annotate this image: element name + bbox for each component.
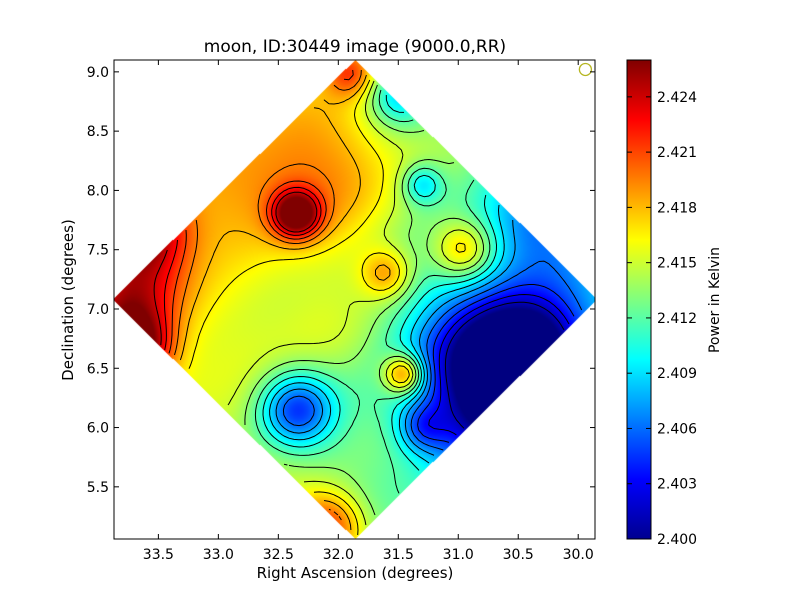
contour-line	[444, 301, 565, 429]
colorbar-label: Power in Kelvin	[707, 247, 723, 353]
contour-line	[163, 186, 322, 351]
colorbar-tick-label: 2.415	[657, 256, 697, 272]
x-axis: 33.5 33.0 32.5 32.0 31.5 31.0 30.5 30.0	[143, 60, 594, 563]
contour-line	[227, 80, 477, 526]
contour-line	[282, 260, 583, 451]
beam-marker-circle	[578, 62, 593, 77]
colorbar-tick-label: 2.409	[657, 366, 697, 382]
y-tick-label: 8.0	[87, 183, 109, 199]
colorbar-tick-label: 2.403	[657, 477, 697, 493]
colorbar-gradient	[627, 60, 651, 539]
contour-line	[428, 294, 570, 436]
contour-line	[174, 69, 362, 521]
colorbar-frame	[626, 59, 652, 540]
contour-lines	[153, 69, 583, 536]
heatmap-image	[114, 60, 595, 539]
contour-line	[179, 74, 391, 531]
colorbar-tick-label: 2.424	[657, 90, 697, 106]
contour-line	[262, 94, 497, 471]
y-tick-label: 7.5	[87, 243, 109, 259]
colorbar-tick-label: 2.418	[657, 200, 697, 216]
contour-line	[188, 79, 466, 536]
colorbar-tick-label: 2.412	[657, 311, 697, 327]
y-tick-label: 7.0	[87, 302, 109, 318]
contour-line	[417, 284, 575, 443]
y-tick-label: 6.5	[87, 361, 109, 377]
x-axis-label: Right Ascension (degrees)	[257, 564, 454, 582]
contour-line	[153, 191, 318, 346]
x-tick-label: 30.0	[563, 547, 594, 563]
contour-line	[244, 84, 484, 516]
contour-line	[168, 69, 354, 354]
plot-area	[113, 59, 596, 540]
colorbar-tick-label: 2.421	[657, 145, 697, 161]
plot-frame	[113, 59, 596, 540]
x-tick-label: 32.0	[323, 547, 354, 563]
colorbar-tick-label: 2.406	[657, 421, 697, 437]
y-axis: 5.5 6.0 6.5 7.0 7.5 8.0 8.5 9.0	[87, 65, 595, 496]
contour-line	[275, 219, 516, 456]
chart-title: moon, ID:30449 image (9000.0,RR)	[204, 37, 506, 57]
colorbar-ticks: 2.400 2.403 2.406 2.409 2.412 2.415 2.418 2.421…	[627, 90, 697, 548]
x-tick-label: 31.5	[383, 547, 414, 563]
contour-line	[254, 89, 491, 494]
y-tick-label: 6.0	[87, 421, 109, 437]
y-axis-label: Declination (degrees)	[59, 219, 77, 381]
colorbar: 2.400 2.403 2.406 2.409 2.412 2.415 2.418 2.421…	[626, 59, 723, 548]
x-tick-label: 31.0	[443, 547, 474, 563]
y-tick-label: 9.0	[87, 65, 109, 81]
colorbar-tick-label: 2.400	[657, 532, 697, 548]
x-tick-label: 33.5	[143, 547, 174, 563]
x-tick-label: 32.5	[263, 547, 294, 563]
y-tick-label: 8.5	[87, 124, 109, 140]
x-tick-label: 33.0	[203, 547, 234, 563]
y-tick-label: 5.5	[87, 480, 109, 496]
contour-line	[269, 204, 505, 464]
x-tick-label: 30.5	[503, 547, 534, 563]
